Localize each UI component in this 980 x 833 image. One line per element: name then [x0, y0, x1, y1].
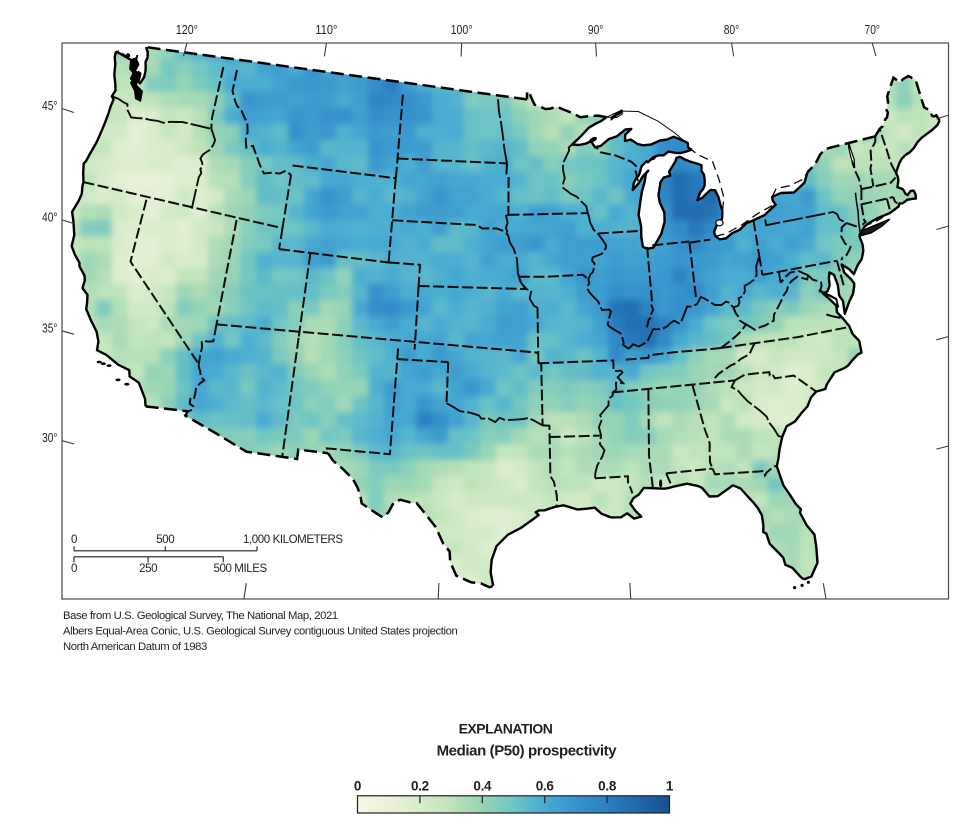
- svg-text:80°: 80°: [724, 22, 740, 37]
- svg-text:40°: 40°: [42, 209, 58, 224]
- svg-text:Base from U.S. Geological Surv: Base from U.S. Geological Survey, The Na…: [63, 610, 338, 622]
- svg-text:500: 500: [156, 534, 174, 546]
- svg-text:1,000 KILOMETERS: 1,000 KILOMETERS: [243, 534, 343, 546]
- svg-text:100°: 100°: [451, 22, 473, 37]
- svg-text:0.8: 0.8: [598, 779, 617, 794]
- svg-text:120°: 120°: [176, 22, 198, 37]
- svg-text:70°: 70°: [865, 22, 881, 37]
- svg-text:North American Datum of 1983: North American Datum of 1983: [63, 641, 207, 653]
- svg-text:0.2: 0.2: [411, 779, 429, 794]
- svg-text:0.6: 0.6: [536, 779, 555, 794]
- svg-text:0: 0: [71, 534, 77, 546]
- svg-text:EXPLANATION: EXPLANATION: [459, 721, 553, 737]
- svg-text:0.4: 0.4: [473, 779, 492, 794]
- svg-text:35°: 35°: [42, 320, 58, 335]
- svg-text:90°: 90°: [588, 22, 604, 37]
- svg-text:0: 0: [354, 779, 361, 794]
- svg-text:1: 1: [666, 779, 674, 794]
- svg-text:110°: 110°: [315, 22, 337, 37]
- svg-text:Median (P50) prospectivity: Median (P50) prospectivity: [437, 742, 618, 759]
- svg-text:Albers Equal-Area Conic, U.S.: Albers Equal-Area Conic, U.S. Geological…: [63, 625, 458, 637]
- svg-text:45°: 45°: [42, 98, 58, 113]
- svg-text:30°: 30°: [42, 430, 58, 445]
- svg-text:250: 250: [139, 563, 157, 575]
- svg-text:500 MILES: 500 MILES: [214, 563, 268, 575]
- svg-text:0: 0: [71, 563, 77, 575]
